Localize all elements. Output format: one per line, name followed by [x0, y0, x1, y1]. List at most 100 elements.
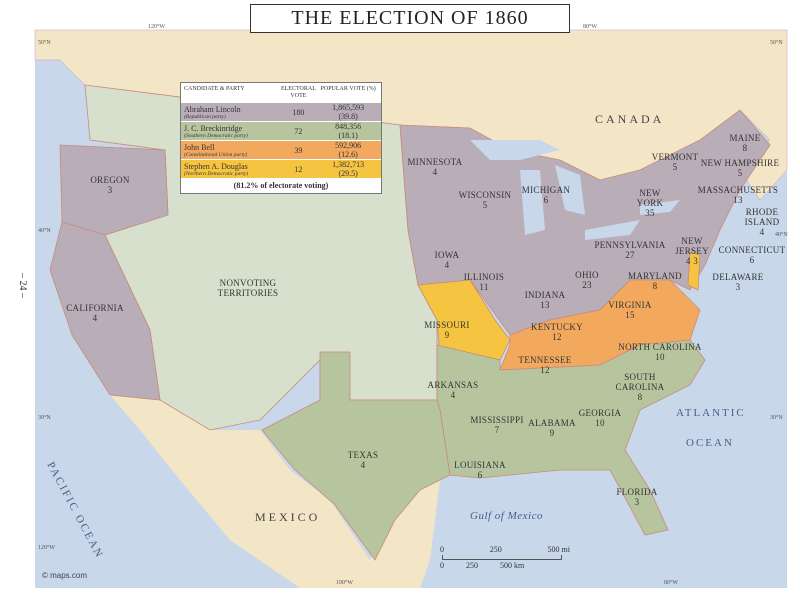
state-label-kentucky: Kentucky 12 — [531, 322, 583, 342]
state-label-iowa: Iowa 4 — [435, 250, 460, 270]
state-label-pennsylvania: Pennsylvania 27 — [594, 240, 665, 260]
electoral-votes: 5 — [482, 200, 488, 210]
state-label-indiana: Indiana 13 — [525, 290, 566, 310]
state-name: South Carolina — [615, 372, 665, 392]
state-name: Mississippi — [470, 415, 524, 425]
legend-header: CANDIDATE & PARTY ELECTORAL VOTE POPULAR… — [181, 83, 381, 102]
state-name: Ohio — [575, 270, 599, 280]
state-label-missouri: Missouri 9 — [424, 320, 469, 340]
ocean-label: OCEAN — [686, 437, 734, 449]
state-label-new-hampshire: New Hampshire 5 — [700, 158, 780, 178]
legend-table: CANDIDATE & PARTY ELECTORAL VOTE POPULAR… — [180, 82, 382, 194]
state-name: Indiana — [524, 290, 566, 300]
electoral-vote: 39 — [294, 145, 303, 155]
state-label-maine: Maine 8 — [730, 133, 761, 153]
electoral-votes: 4 3 — [685, 256, 699, 266]
electoral-votes: 35 — [645, 208, 655, 218]
legend-row-breckinridge: J. C. Breckinridge (Southern Democratic p… — [181, 121, 381, 140]
state-label-maryland: Maryland 8 — [628, 271, 682, 291]
state-name: New Hampshire — [700, 158, 780, 168]
state-label-georgia: Georgia 10 — [579, 408, 622, 428]
electoral-votes: 5 — [672, 162, 678, 172]
legend-footer: (81.2% of electorate voting) — [233, 181, 329, 190]
state-label-illinois: Illinois 11 — [464, 272, 504, 292]
electoral-votes: 7 — [494, 425, 500, 435]
coord-label: 80°W — [664, 580, 679, 586]
atlantic-label: ATLANTIC — [676, 407, 746, 419]
popular-pct: (29.5) — [338, 169, 358, 178]
electoral-votes: 8 — [652, 281, 658, 291]
state-name: Louisiana — [454, 460, 506, 470]
header-popular: POPULAR VOTE (%) — [320, 86, 376, 92]
party: (Northern Democratic party) — [184, 170, 249, 177]
great-lakes — [470, 140, 680, 240]
coord-label: 40°N — [38, 228, 51, 234]
state-label-virginia: Virginia 15 — [608, 300, 651, 320]
state-name: Rhode Island — [744, 207, 780, 227]
electoral-votes: 15 — [625, 310, 635, 320]
electoral-votes: 10 — [655, 352, 665, 362]
electoral-vote: 72 — [294, 126, 303, 136]
state-label-wisconsin: Wisconsin 5 — [459, 190, 512, 210]
electoral-votes: 23 — [582, 280, 592, 290]
state-label-delaware: Delaware 3 — [712, 272, 763, 292]
state-name: Oregon — [90, 175, 130, 185]
state-label-texas: Texas 4 — [348, 450, 379, 470]
state-name: Alabama — [528, 418, 576, 428]
state-name: North Carolina — [618, 342, 702, 352]
legend-row-douglas: Stephen A. Douglas (Northern Democratic p… — [181, 159, 381, 178]
copyright: © maps.com — [42, 571, 88, 580]
scale-km-0: 0 — [440, 561, 444, 570]
electoral-votes: 4 — [450, 390, 456, 400]
state-label-michigan: Michigan 6 — [522, 185, 570, 205]
electoral-votes: 8 — [742, 143, 748, 153]
state-name: Georgia — [578, 408, 622, 418]
state-name: New Jersey — [675, 236, 709, 256]
electoral-votes: 3 — [735, 282, 741, 292]
mexico-land — [110, 395, 440, 588]
state-label-north-carolina: North Carolina 10 — [618, 342, 701, 362]
state-label-mississippi: Mississippi 7 — [470, 415, 523, 435]
coord-label: 120°W — [38, 545, 56, 551]
state-label-connecticut: Connecticut 6 — [719, 245, 786, 265]
missouri — [417, 279, 511, 361]
state-label-rhode-island: Rhode Island 4 — [740, 207, 785, 237]
state-name: Tennessee — [518, 355, 572, 365]
state-name: Maryland — [628, 271, 682, 281]
electoral-votes: 9 — [444, 330, 450, 340]
electoral-votes: 4 — [92, 313, 98, 323]
state-name: Kentucky — [531, 322, 583, 332]
coord-label: 50°N — [770, 40, 783, 46]
coord-label: 40°N — [775, 232, 788, 238]
coord-label: 100°W — [336, 580, 354, 586]
coord-label: 80°W — [583, 24, 598, 30]
northern-states — [399, 109, 771, 336]
state-name: Wisconsin — [458, 190, 512, 200]
electoral-vote: 180 — [292, 107, 305, 117]
state-name: Arkansas — [427, 380, 479, 390]
map-title: THE ELECTION OF 1860 — [250, 4, 570, 33]
electoral-votes: 6 — [543, 195, 549, 205]
electoral-vote: 12 — [294, 164, 303, 174]
state-name: Michigan — [521, 185, 571, 195]
electoral-votes: 4 — [444, 260, 450, 270]
electoral-votes: 12 — [552, 332, 562, 342]
state-name: Vermont — [651, 152, 699, 162]
new-jersey — [687, 251, 701, 291]
gulf-label: Gulf of Mexico — [470, 510, 543, 522]
scale-km-250: 250 — [466, 561, 478, 570]
state-label-florida: Florida 3 — [616, 487, 657, 507]
electoral-votes: 4 — [432, 167, 438, 177]
state-name: Illinois — [463, 272, 505, 282]
state-name: California — [66, 303, 124, 313]
electoral-votes: 9 — [549, 428, 555, 438]
candidate: John Bell — [184, 142, 215, 152]
scale-bar: 0 250 500 mi 0 250 500 km — [440, 545, 570, 570]
party: (Republican party) — [184, 113, 226, 120]
canada-label: CANADA — [595, 112, 665, 126]
state-name: Missouri — [424, 320, 470, 330]
electoral-votes: 10 — [595, 418, 605, 428]
party: (Southern Democratic party) — [184, 132, 248, 139]
state-name: Iowa — [434, 250, 460, 260]
